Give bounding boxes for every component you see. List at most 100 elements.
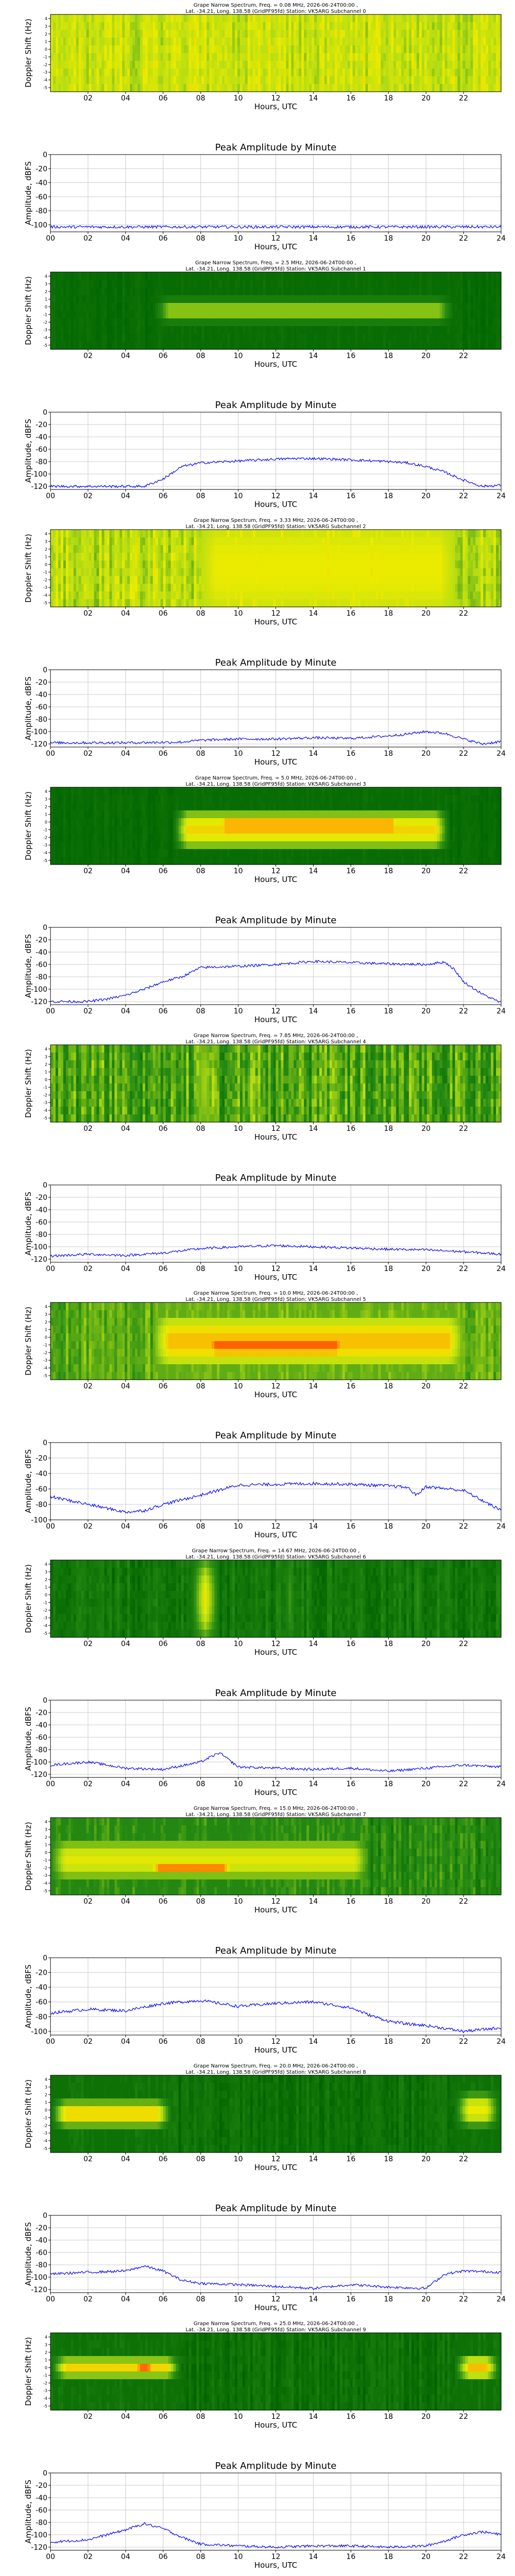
spectrogram-cell	[488, 311, 491, 319]
spectrogram-cell	[232, 303, 235, 311]
spectrogram-cell	[66, 45, 69, 54]
spectrogram-cell	[130, 53, 133, 61]
spectrogram-cell	[345, 561, 348, 569]
spectrogram-cell	[243, 568, 246, 577]
spectrogram-cell	[132, 545, 135, 553]
spectrogram-cell	[496, 311, 499, 319]
spectrogram-cell	[355, 599, 358, 607]
spectrogram-cell	[396, 61, 399, 69]
spectrogram-cell	[143, 561, 146, 569]
spectrogram-cell	[366, 76, 369, 84]
spectrogram-cell	[465, 334, 468, 342]
spectrogram-cell	[217, 38, 220, 46]
spectrogram-cell	[176, 45, 179, 54]
spectrogram-cell	[119, 76, 123, 84]
spectrogram-cell	[283, 599, 286, 607]
spectrogram-cell	[276, 537, 279, 546]
spectrogram-cell	[145, 568, 148, 577]
spectrogram-cell	[483, 84, 486, 92]
spectrogram-cell	[204, 84, 207, 92]
spectrogram-cell	[245, 599, 248, 607]
spectrogram-cell	[291, 545, 294, 553]
spectrogram-cell	[186, 22, 189, 30]
spectrogram-cell	[475, 53, 478, 61]
spectrogram-cell	[204, 303, 207, 311]
doppler-tick-label: 0	[45, 305, 47, 310]
spectrogram-cell	[353, 272, 356, 280]
spectrogram-cell	[286, 22, 289, 30]
spectrogram-cell	[304, 576, 307, 584]
spectrogram-cell	[132, 553, 135, 561]
spectrogram-cell	[457, 22, 460, 30]
spectrogram-cell	[127, 537, 130, 546]
spectrogram-cell	[148, 22, 151, 30]
spectrogram-cell	[150, 280, 153, 288]
spectrogram-cell	[143, 287, 146, 296]
spectrogram-cell	[383, 295, 386, 303]
spectrogram-cell	[424, 326, 427, 334]
spectrogram-cell	[378, 295, 381, 303]
spectrogram-cell	[194, 53, 197, 61]
spectrogram-cell	[457, 303, 460, 311]
spectrogram-cell	[383, 280, 386, 288]
spectrogram-cell	[122, 272, 125, 280]
spectrogram-cell	[399, 318, 402, 327]
spectrogram-cell	[191, 545, 194, 553]
spectrogram-cell	[58, 537, 61, 546]
spectrogram-cell	[309, 303, 312, 311]
spectrogram-cell	[212, 334, 215, 342]
spectrogram-cell	[68, 591, 72, 600]
spectrogram-cell	[50, 591, 54, 600]
spectrogram-cell	[488, 342, 491, 350]
spectrogram-cell	[424, 311, 427, 319]
spectrogram-cell	[480, 272, 484, 280]
spectrogram-cell	[163, 69, 166, 77]
spectrogram-cell	[322, 599, 325, 607]
spectrogram-cell	[174, 272, 177, 280]
spectrogram-cell	[470, 287, 473, 296]
spectrogram-cell	[291, 53, 294, 61]
spectrogram-cell	[319, 342, 322, 350]
spectrogram-cell	[119, 38, 123, 46]
spectrogram-cell	[109, 568, 112, 577]
spectrogram-cell	[109, 69, 112, 77]
spectrogram-cell	[437, 61, 440, 69]
spectrogram-cell	[143, 53, 146, 61]
spectrogram-cell	[368, 69, 371, 77]
spectrogram-cell	[276, 38, 279, 46]
spectrogram-cell	[87, 591, 90, 600]
spectrogram-cell	[156, 576, 159, 584]
spectrogram-cell	[50, 342, 54, 350]
spectrogram-cell	[404, 318, 407, 327]
spectrogram-cell	[188, 61, 192, 69]
spectrogram-cell	[255, 303, 259, 311]
spectrogram-cell	[294, 576, 297, 584]
spectrogram-cell	[411, 30, 415, 38]
spectrogram-cell	[330, 61, 333, 69]
spectrogram-cell	[130, 530, 133, 538]
spectrogram-cell	[399, 53, 402, 61]
spectrogram-cell	[237, 272, 241, 280]
spectrogram-cell	[122, 295, 125, 303]
spectrogram-cell	[273, 38, 277, 46]
spectrogram-cell	[119, 22, 123, 30]
spectrogram-cell	[153, 530, 156, 538]
spectrogram-cell	[375, 342, 379, 350]
spectrogram-cell	[89, 591, 92, 600]
spectrogram-cell	[68, 22, 72, 30]
spectrogram-cell	[56, 295, 59, 303]
spectrogram-cell	[166, 295, 169, 303]
spectrogram-cell	[114, 326, 117, 334]
spectrogram-cell	[248, 53, 251, 61]
spectrogram-cell	[381, 84, 384, 92]
spectrogram-cell	[156, 280, 159, 288]
spectrogram-cell	[432, 280, 435, 288]
spectrogram-cell	[309, 280, 312, 288]
spectrogram-cell	[314, 326, 317, 334]
spectrogram-cell	[266, 84, 269, 92]
spectrogram-cell	[245, 311, 248, 319]
spectrogram-cell	[312, 561, 315, 569]
spectrogram-cell	[101, 61, 105, 69]
spectrogram-cell	[393, 61, 397, 69]
spectrogram-cell	[107, 53, 110, 61]
